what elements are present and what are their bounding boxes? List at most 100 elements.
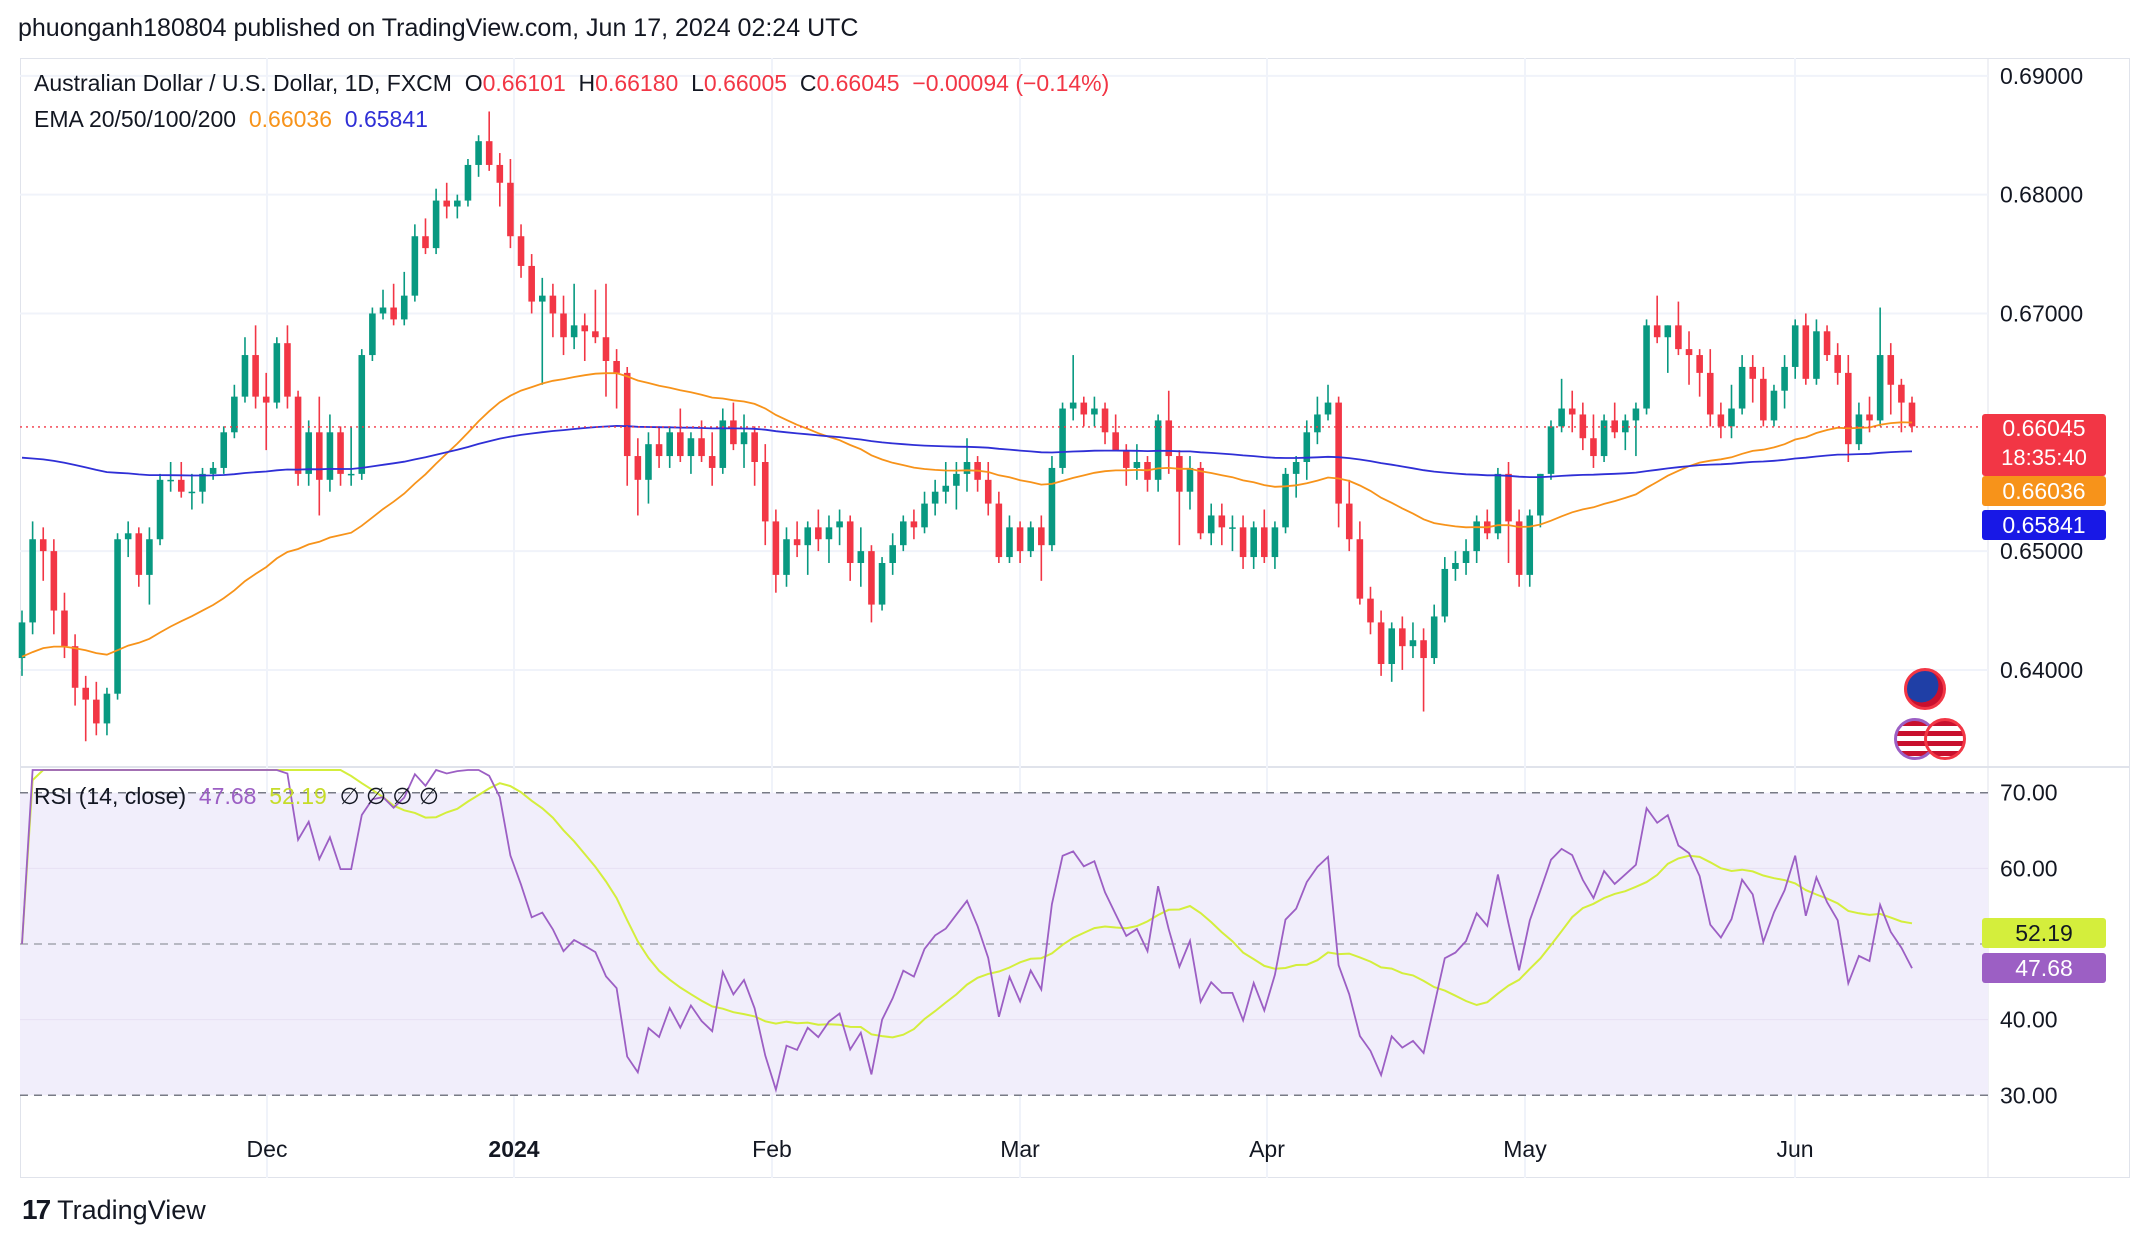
candle-body bbox=[1908, 402, 1916, 427]
candle-body bbox=[560, 313, 567, 338]
candle-body bbox=[82, 687, 89, 700]
candle-body bbox=[316, 432, 323, 480]
candle-body bbox=[1823, 331, 1831, 356]
candle-body bbox=[836, 521, 843, 528]
candle-body bbox=[900, 521, 907, 546]
au-flag-icon[interactable] bbox=[1904, 668, 1946, 710]
time-tick-label: Dec bbox=[247, 1136, 288, 1162]
rsi-tick-label: 30.00 bbox=[2000, 1082, 2058, 1108]
candle-body bbox=[1186, 467, 1194, 492]
candle-body bbox=[1207, 515, 1215, 534]
candle-body bbox=[220, 432, 228, 468]
change-value: −0.00094 (−0.14%) bbox=[912, 70, 1110, 96]
candle-body bbox=[1059, 408, 1066, 468]
candle-body bbox=[146, 539, 153, 575]
candle-body bbox=[1335, 402, 1342, 504]
candle-body bbox=[1377, 622, 1385, 664]
candle-body bbox=[1399, 628, 1406, 647]
candle-body bbox=[1452, 563, 1459, 569]
candle-body bbox=[273, 343, 281, 403]
candle-body bbox=[1526, 515, 1534, 575]
candle-body bbox=[963, 462, 971, 474]
candle-body bbox=[1420, 640, 1427, 659]
candle-body bbox=[1855, 414, 1863, 445]
rsi-label: RSI (14, close) bbox=[34, 783, 187, 809]
candle-body bbox=[1101, 408, 1109, 433]
candle-body bbox=[209, 467, 217, 474]
candle-body bbox=[124, 533, 132, 540]
candle-body bbox=[432, 200, 440, 249]
candle-body bbox=[1430, 616, 1438, 659]
candle-body bbox=[1494, 473, 1502, 534]
candle-body bbox=[400, 295, 408, 320]
candle-body bbox=[889, 545, 896, 563]
candle-body bbox=[188, 491, 196, 494]
candle-body bbox=[1728, 408, 1735, 427]
candle-body bbox=[793, 539, 801, 546]
candle-body bbox=[1218, 515, 1226, 528]
candle-body bbox=[1441, 568, 1449, 617]
candle-body bbox=[1760, 378, 1767, 421]
candle-body bbox=[18, 622, 26, 659]
candle-body bbox=[1653, 325, 1661, 338]
candle-body bbox=[1133, 462, 1141, 468]
candle-body bbox=[1558, 408, 1565, 427]
rsi-tick-label: 70.00 bbox=[2000, 780, 2058, 806]
countdown-value: 18:35:40 bbox=[2001, 445, 2087, 470]
candle-body bbox=[485, 141, 493, 165]
tradingview-mark-icon: 17 bbox=[22, 1194, 51, 1225]
time-tick-label: 2024 bbox=[488, 1136, 539, 1162]
candle-body bbox=[1876, 355, 1884, 421]
candle-body bbox=[623, 372, 631, 457]
us-flag-icon[interactable] bbox=[1924, 718, 1966, 760]
candle-body bbox=[29, 539, 36, 623]
candle-body bbox=[1675, 325, 1682, 350]
rsi-legend[interactable]: RSI (14, close) 47.68 52.19 ∅ ∅ ∅ ∅ bbox=[34, 783, 439, 810]
chart-frame bbox=[20, 58, 2130, 1178]
candle-body bbox=[464, 164, 472, 201]
price-tick-label: 0.67000 bbox=[2000, 300, 2083, 326]
candle-body bbox=[1271, 527, 1279, 558]
candle-body bbox=[1706, 372, 1714, 415]
candle-body bbox=[740, 432, 748, 445]
ema-slow-line bbox=[21, 424, 1913, 479]
low-value: 0.66005 bbox=[703, 70, 788, 96]
candle-body bbox=[1685, 349, 1693, 356]
symbol-title[interactable]: Australian Dollar / U.S. Dollar, 1D, FXC… bbox=[34, 70, 452, 96]
candle-body bbox=[1261, 527, 1268, 558]
candle-body bbox=[931, 491, 939, 504]
candle-body bbox=[1303, 432, 1311, 462]
close-label: C bbox=[799, 70, 817, 96]
candle-body bbox=[241, 355, 249, 397]
tradingview-logo[interactable]: 17 TradingView bbox=[22, 1194, 206, 1226]
rsi-tick-label: 40.00 bbox=[2000, 1007, 2058, 1033]
ema-legend[interactable]: EMA 20/50/100/200 0.66036 0.65841 bbox=[34, 106, 428, 133]
candle-body bbox=[517, 236, 525, 266]
candle-body bbox=[390, 307, 397, 320]
candle-body bbox=[50, 551, 58, 611]
candle-body bbox=[39, 539, 47, 552]
time-tick-label: May bbox=[1503, 1136, 1547, 1162]
candle-body bbox=[1770, 390, 1778, 421]
candle-body bbox=[634, 456, 642, 480]
candle-body bbox=[1069, 402, 1077, 409]
candle-body bbox=[1696, 355, 1703, 373]
price-legend: Australian Dollar / U.S. Dollar, 1D, FXC… bbox=[34, 70, 1109, 97]
open-label: O bbox=[464, 70, 483, 96]
rsi-ma-value: 52.19 bbox=[269, 783, 327, 809]
rsi-tick-label: 60.00 bbox=[2000, 855, 2058, 881]
candle-body bbox=[1345, 503, 1353, 540]
candle-body bbox=[666, 432, 673, 457]
candle-body bbox=[708, 456, 716, 468]
candle-body bbox=[645, 444, 652, 480]
candle-body bbox=[369, 313, 376, 356]
candle-body bbox=[581, 325, 589, 332]
candle-body bbox=[1016, 527, 1024, 552]
candle-body bbox=[156, 479, 164, 540]
candle-body bbox=[1834, 355, 1841, 373]
candle-body bbox=[1781, 366, 1788, 391]
candle-body bbox=[677, 432, 684, 457]
candle-body bbox=[772, 521, 780, 575]
candle-body bbox=[592, 331, 599, 338]
